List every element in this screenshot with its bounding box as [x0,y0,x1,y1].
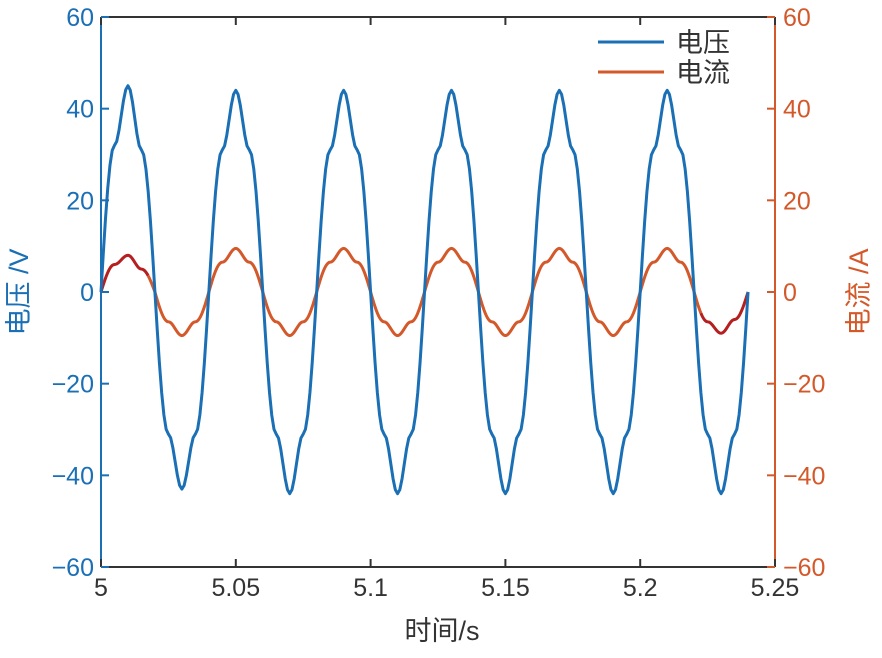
current-line-start [99,253,150,293]
voltage-line [99,84,750,496]
y-left-tick-label: 0 [80,279,94,307]
x-tick-label: 5 [94,574,108,602]
y-axis-right-title: 电流 /A [844,248,874,335]
axes-layer: 5 5.05 5.1 5.15 5.2 5.25−60−40−200204060−60−4… [52,4,826,602]
y-right-tick-label: 0 [783,279,797,307]
x-tick-label: 5.15 [481,574,530,602]
y-left-tick-label: −40 [52,462,94,490]
y-left-tick-label: 20 [66,187,94,215]
y-left-tick-label: −20 [52,371,94,399]
y-right-tick-label: −40 [783,462,825,490]
current-line-end [699,291,750,335]
y-right-tick-label: 40 [783,96,811,124]
legend-label-voltage: 电压 [676,28,730,58]
y-left-tick-label: −60 [52,554,94,582]
y-right-tick-label: −60 [783,554,825,582]
x-tick-label: 5.2 [623,574,658,602]
x-tick-label: 5.05 [211,574,260,602]
x-tick-label: 5.25 [751,574,800,602]
legend: 电压 电流 [598,28,730,88]
legend-label-current: 电流 [676,58,730,88]
y-axis-left-title: 电压 /V [4,248,34,335]
x-tick-label: 5.1 [353,574,388,602]
x-axis-title: 时间/s [404,616,479,646]
series-layer [99,84,750,496]
y-right-tick-label: 20 [783,187,811,215]
y-left-tick-label: 40 [66,96,94,124]
y-left-tick-label: 60 [66,4,94,32]
y-right-tick-label: −20 [783,371,825,399]
y-right-tick-label: 60 [783,4,811,32]
